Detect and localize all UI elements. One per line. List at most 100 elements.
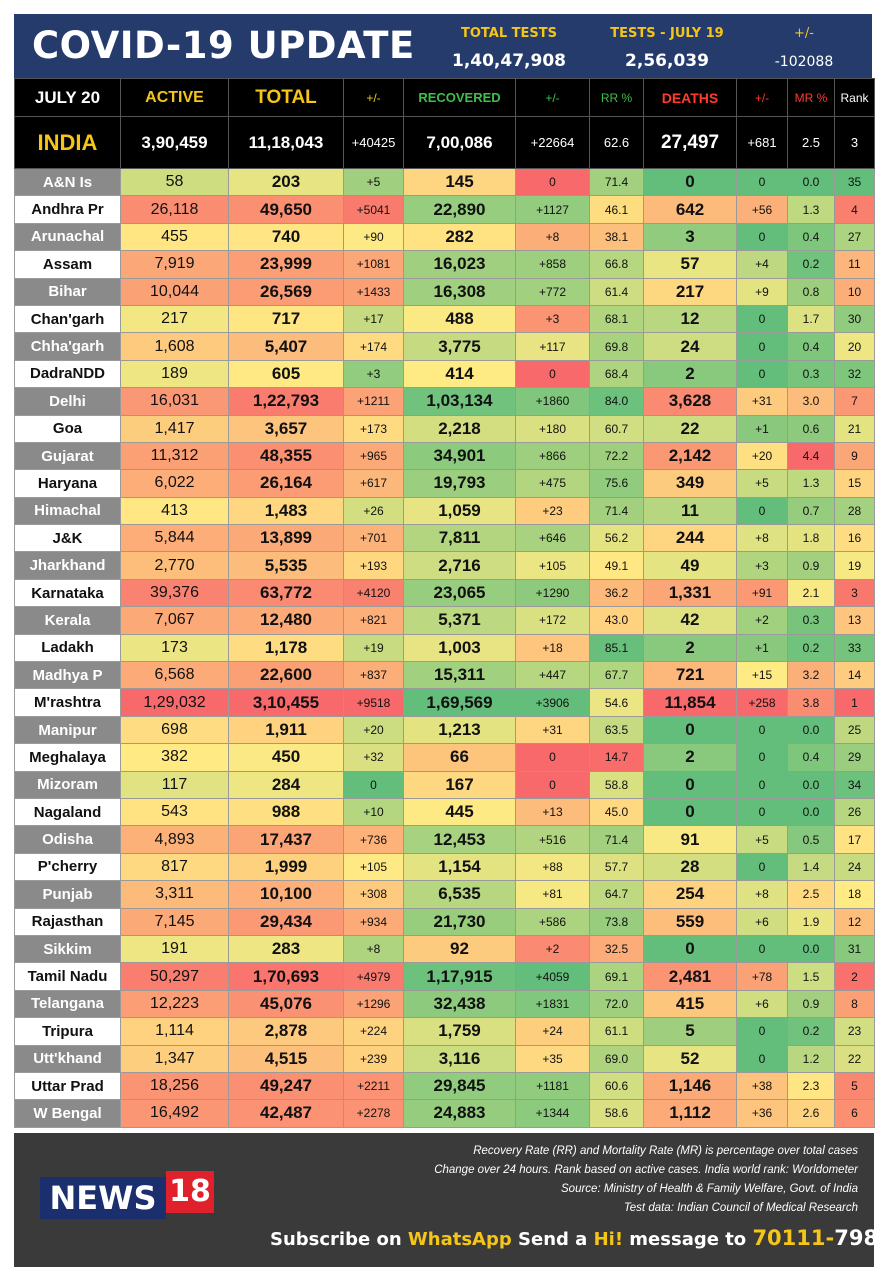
state-total: 1,483 [228,496,344,526]
state-rr: 46.1 [589,195,644,224]
state-mr: 0.4 [787,332,835,361]
header-banner: COVID-19 UPDATE TOTAL TESTS 1,40,47,908 … [14,14,872,78]
state-recovered-change: +88 [515,852,590,882]
state-recovered: 1,69,569 [403,688,516,717]
state-row: Chha'garh 1,608 5,407 +174 3,775 +117 69.8 24 0 0… [14,332,875,361]
state-row: Rajasthan 7,145 29,434 +934 21,730 +586 73.8 55… [14,907,875,936]
state-deaths: 3 [643,222,737,252]
state-total: 988 [228,797,344,827]
state-rank: 21 [834,414,875,443]
state-recovered-change: +586 [515,907,590,936]
state-row: Himachal 413 1,483 +26 1,059 +23 71.4 11 0 0.7 28 [14,496,875,526]
state-rr: 69.0 [589,1044,644,1073]
state-mr: 3.2 [787,661,835,690]
subscribe-phone-part2: 79888 [834,1226,889,1250]
state-rr: 54.6 [589,688,644,717]
state-rr: 73.8 [589,907,644,936]
state-total: 49,247 [228,1071,344,1101]
state-mr: 1.5 [787,962,835,991]
state-total: 1,178 [228,633,344,663]
state-total-change: +1296 [343,989,404,1019]
state-recovered: 282 [403,222,516,252]
state-active: 11,312 [120,441,229,471]
tests-change-label: +/- [794,26,814,41]
col-deaths-change: +/- [736,78,788,117]
subscribe-phone-part1: 70111- [752,1226,835,1250]
state-total: 1,22,793 [228,387,344,416]
state-name: Punjab [14,880,121,909]
state-mr: 1.9 [787,907,835,936]
state-active: 58 [120,167,229,197]
state-recovered: 1,154 [403,852,516,882]
state-active: 2,770 [120,551,229,580]
state-recovered: 445 [403,797,516,827]
state-name: Chha'garh [14,332,121,361]
state-rank: 9 [834,441,875,471]
state-total-change: +90 [343,222,404,252]
state-row: M'rashtra 1,29,032 3,10,455 +9518 1,69,569 +3… [14,688,875,717]
state-recovered-change: +81 [515,880,590,909]
state-recovered-change: 0 [515,167,590,197]
subscribe-hi: Hi! [593,1229,624,1250]
state-deaths: 11,854 [643,688,737,717]
state-recovered-change: +24 [515,1017,590,1046]
state-rank: 5 [834,1071,875,1101]
state-active: 6,568 [120,661,229,690]
state-rank: 16 [834,524,875,553]
state-recovered-change: +858 [515,250,590,279]
india-deaths-change: +681 [736,116,788,169]
state-active: 10,044 [120,277,229,306]
state-mr: 1.4 [787,852,835,882]
state-total-change: +19 [343,633,404,663]
state-recovered-change: +1344 [515,1099,590,1128]
col-rank: Rank [834,78,875,117]
state-rr: 58.6 [589,1099,644,1128]
state-deaths-change: 0 [736,332,788,361]
state-total: 717 [228,304,344,334]
state-mr: 0.0 [787,797,835,827]
state-total: 10,100 [228,880,344,909]
state-recovered: 145 [403,167,516,197]
state-row: Gujarat 11,312 48,355 +965 34,901 +866 72.2 2,1… [14,441,875,471]
state-rr: 49.1 [589,551,644,580]
subscribe-text-1: Subscribe on [270,1229,408,1250]
state-name: Uttar Prad [14,1071,121,1101]
state-recovered-change: +646 [515,524,590,553]
state-total: 1,70,693 [228,962,344,991]
state-name: Ladakh [14,633,121,663]
subscribe-text-2: Send a [511,1229,594,1250]
state-recovered-change: +1127 [515,195,590,224]
state-deaths: 1,331 [643,578,737,608]
state-row: A&N Is 58 203 +5 145 0 71.4 0 0 0.0 35 [14,167,875,197]
col-rr: RR % [589,78,644,117]
state-total-change: +224 [343,1017,404,1046]
state-deaths: 3,628 [643,387,737,416]
state-name: Sikkim [14,934,121,964]
state-rr: 71.4 [589,825,644,854]
state-mr: 0.5 [787,825,835,854]
state-recovered: 1,759 [403,1017,516,1046]
state-rr: 64.7 [589,880,644,909]
state-name: Assam [14,250,121,279]
state-row: Tripura 1,114 2,878 +224 1,759 +24 61.1 5 0 0.2 23 [14,1017,875,1046]
state-total-change: +308 [343,880,404,909]
state-rank: 18 [834,880,875,909]
state-mr: 2.1 [787,578,835,608]
state-rr: 56.2 [589,524,644,553]
state-rank: 35 [834,167,875,197]
state-recovered: 414 [403,359,516,389]
state-rr: 58.8 [589,770,644,799]
state-total-change: +2211 [343,1071,404,1101]
state-rank: 15 [834,469,875,498]
state-total: 49,650 [228,195,344,224]
state-rank: 23 [834,1017,875,1046]
state-total-change: +1211 [343,387,404,416]
state-row: Arunachal 455 740 +90 282 +8 38.1 3 0 0.4 27 [14,222,875,252]
india-rank: 3 [834,116,875,169]
state-deaths: 28 [643,852,737,882]
state-mr: 1.3 [787,195,835,224]
state-active: 117 [120,770,229,799]
state-row: Assam 7,919 23,999 +1081 16,023 +858 66.8 57 +4 0… [14,250,875,279]
state-deaths: 0 [643,934,737,964]
state-row: Uttar Prad 18,256 49,247 +2211 29,845 +1181 60… [14,1071,875,1101]
